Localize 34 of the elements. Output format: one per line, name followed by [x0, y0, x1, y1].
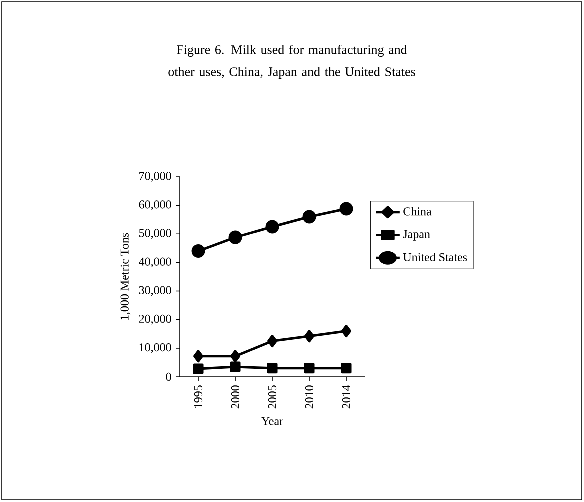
x-tick-label: 1995	[194, 386, 203, 408]
x-axis-title: Year	[262, 417, 284, 426]
point	[266, 220, 280, 234]
y-tick-label: 50,000	[140, 229, 172, 240]
x-tick-label: 2005	[268, 386, 277, 409]
legend-label: China	[404, 207, 432, 216]
y-tick-label: 30,000	[139, 286, 172, 296]
point	[304, 330, 315, 343]
point	[194, 350, 204, 363]
y-tick-label: 60,000	[139, 200, 172, 210]
point	[228, 230, 242, 244]
legend-label: United States	[403, 253, 468, 262]
point	[304, 363, 315, 374]
point	[193, 364, 204, 374]
y-tick-label: 10,000	[140, 344, 172, 354]
y-tick-label: 40,000	[139, 258, 172, 268]
y-tick-label: 70,000	[140, 172, 172, 182]
point	[268, 335, 278, 348]
x-tick-label: 2014	[342, 385, 351, 409]
point	[342, 325, 352, 338]
point	[192, 244, 206, 258]
legend-label: Japan	[403, 230, 430, 241]
point	[230, 362, 241, 372]
y-tick-label: 0	[166, 372, 172, 382]
point	[267, 363, 278, 374]
point	[340, 202, 354, 216]
point	[302, 210, 316, 224]
y-tick-label: 20,000	[139, 314, 172, 325]
chart-title: Figure 6. Milk used for manufacturing and other uses, China, Japan and the United States	[168, 45, 416, 79]
point	[341, 363, 352, 374]
y-axis-title: 1,000 Metric Tons	[120, 233, 131, 320]
x-tick-label: 2000	[231, 386, 240, 409]
point	[230, 350, 241, 363]
x-tick-label: 2010	[305, 386, 314, 409]
